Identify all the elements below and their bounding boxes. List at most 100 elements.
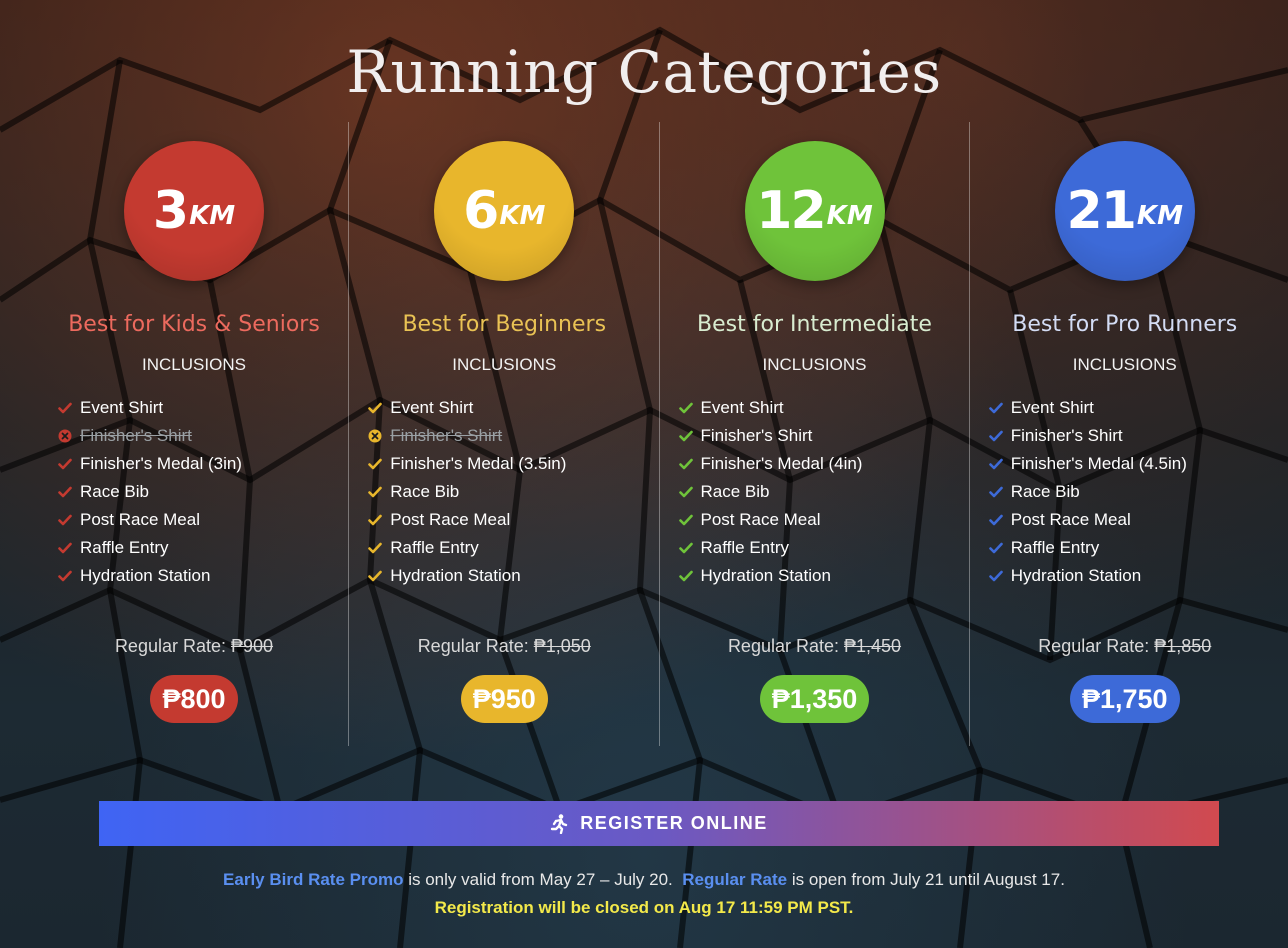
category-card-3km: 3 KM Best for Kids & Seniors INCLUSIONS E… bbox=[39, 122, 348, 746]
inclusion-item: Race Bib bbox=[58, 478, 242, 506]
inclusion-item: Hydration Station bbox=[988, 562, 1187, 590]
regular-rate: Regular Rate: ₱1,850 bbox=[970, 636, 1280, 657]
check-icon bbox=[988, 542, 1011, 554]
inclusion-item: Raffle Entry bbox=[368, 534, 566, 562]
x-circle-icon bbox=[368, 429, 390, 443]
inclusion-item: Race Bib bbox=[368, 478, 566, 506]
check-icon bbox=[988, 458, 1011, 470]
inclusion-item: Event Shirt bbox=[988, 394, 1187, 422]
regular-rate-label: Regular Rate: bbox=[727, 636, 844, 656]
inclusion-item: Finisher's Shirt bbox=[368, 422, 566, 450]
inclusion-label: Race Bib bbox=[1010, 482, 1080, 501]
check-icon bbox=[678, 486, 701, 498]
check-icon bbox=[368, 486, 390, 498]
distance-unit: KM bbox=[499, 201, 546, 231]
category-columns: 3 KM Best for Kids & Seniors INCLUSIONS E… bbox=[39, 122, 1279, 746]
inclusion-label: Hydration Station bbox=[1010, 566, 1142, 585]
distance-unit: KM bbox=[189, 201, 236, 231]
x-circle-icon bbox=[58, 429, 80, 443]
regular-rate-label: Regular Rate: bbox=[1038, 636, 1155, 656]
distance-unit: KM bbox=[1136, 201, 1183, 231]
check-icon bbox=[58, 542, 80, 554]
inclusion-item: Finisher's Shirt bbox=[58, 422, 242, 450]
inclusion-label: Raffle Entry bbox=[80, 538, 169, 557]
inclusion-label: Finisher's Medal (3.5in) bbox=[390, 454, 567, 473]
distance-badge: 12 KM bbox=[744, 141, 885, 281]
inclusion-item: Raffle Entry bbox=[58, 534, 242, 562]
register-online-button[interactable]: REGISTER ONLINE bbox=[99, 801, 1219, 846]
regular-rate-label: Regular Rate: bbox=[114, 636, 231, 656]
distance-number: 21 bbox=[1066, 181, 1137, 241]
check-icon bbox=[988, 402, 1011, 414]
check-icon bbox=[58, 458, 80, 470]
category-card-21km: 21 KM Best for Pro Runners INCLUSIONS Eve… bbox=[968, 122, 1280, 746]
inclusions-list: Event Shirt Finisher's Shirt Finisher's Me… bbox=[58, 394, 242, 590]
regular-rate-text: is open from July 21 until August 17. bbox=[787, 870, 1065, 889]
page-title: Running Categories bbox=[346, 38, 942, 106]
inclusion-label: Event Shirt bbox=[80, 398, 164, 417]
inclusion-label: Race Bib bbox=[80, 482, 149, 501]
inclusion-label: Finisher's Shirt bbox=[80, 426, 192, 445]
check-icon bbox=[368, 542, 390, 554]
regular-rate-price: ₱1,450 bbox=[844, 636, 902, 656]
check-icon bbox=[678, 542, 701, 554]
check-icon bbox=[988, 570, 1011, 582]
inclusion-item: Post Race Meal bbox=[988, 506, 1187, 534]
check-icon bbox=[678, 458, 701, 470]
inclusion-item: Finisher's Medal (4.5in) bbox=[988, 450, 1187, 478]
check-icon bbox=[58, 402, 80, 414]
early-bird-text: is only valid from May 27 – July 20. bbox=[403, 870, 683, 889]
promo-price-badge: ₱800 bbox=[150, 675, 238, 723]
inclusion-label: Post Race Meal bbox=[700, 510, 821, 529]
promo-price-badge: ₱1,750 bbox=[1069, 675, 1180, 723]
inclusion-item: Hydration Station bbox=[58, 562, 242, 590]
check-icon bbox=[988, 486, 1011, 498]
check-icon bbox=[58, 570, 80, 582]
inclusion-item: Post Race Meal bbox=[678, 506, 863, 534]
regular-rate-price: ₱1,850 bbox=[1154, 636, 1212, 656]
inclusion-item: Hydration Station bbox=[368, 562, 566, 590]
promo-note: Early Bird Rate Promo is only valid from… bbox=[0, 870, 1288, 890]
inclusion-label: Event Shirt bbox=[1010, 398, 1094, 417]
inclusions-heading: INCLUSIONS bbox=[142, 355, 246, 374]
inclusion-item: Hydration Station bbox=[678, 562, 863, 590]
inclusion-label: Hydration Station bbox=[390, 566, 521, 585]
distance-badge: 21 KM bbox=[1054, 141, 1195, 281]
regular-rate: Regular Rate: ₱1,450 bbox=[660, 636, 970, 657]
inclusion-label: Event Shirt bbox=[700, 398, 784, 417]
regular-rate-price: ₱900 bbox=[231, 636, 274, 656]
inclusions-list: Event Shirt Finisher's Shirt Finisher's Me… bbox=[678, 394, 863, 590]
category-headline: Best for Pro Runners bbox=[1012, 312, 1238, 337]
check-icon bbox=[58, 514, 80, 526]
check-icon bbox=[368, 458, 390, 470]
regular-rate-link: Regular Rate bbox=[682, 870, 788, 889]
inclusion-label: Finisher's Shirt bbox=[700, 426, 813, 445]
early-bird-link: Early Bird Rate Promo bbox=[223, 870, 404, 889]
check-icon bbox=[988, 430, 1011, 442]
inclusion-item: Post Race Meal bbox=[368, 506, 566, 534]
regular-rate: Regular Rate: ₱900 bbox=[39, 636, 349, 657]
inclusion-item: Event Shirt bbox=[58, 394, 242, 422]
regular-rate-label: Regular Rate: bbox=[417, 636, 534, 656]
inclusion-item: Raffle Entry bbox=[988, 534, 1187, 562]
check-icon bbox=[58, 486, 80, 498]
category-headline: Best for Beginners bbox=[402, 312, 607, 337]
inclusion-label: Raffle Entry bbox=[390, 538, 479, 557]
promo-price-badge: ₱1,350 bbox=[759, 675, 870, 723]
check-icon bbox=[678, 570, 701, 582]
distance-unit: KM bbox=[826, 201, 873, 231]
running-person-icon bbox=[551, 813, 568, 834]
inclusion-label: Finisher's Medal (4.5in) bbox=[1010, 454, 1187, 473]
inclusion-item: Finisher's Medal (4in) bbox=[678, 450, 862, 478]
check-icon bbox=[678, 402, 701, 414]
inclusion-label: Raffle Entry bbox=[1010, 538, 1100, 557]
deadline-note: Registration will be closed on Aug 17 11… bbox=[434, 898, 854, 917]
inclusion-label: Finisher's Shirt bbox=[1010, 426, 1123, 445]
inclusion-item: Post Race Meal bbox=[58, 506, 242, 534]
check-icon bbox=[368, 570, 390, 582]
category-headline: Best for Kids & Seniors bbox=[68, 312, 320, 337]
inclusion-item: Event Shirt bbox=[368, 394, 566, 422]
regular-rate-price: ₱1,050 bbox=[533, 636, 591, 656]
